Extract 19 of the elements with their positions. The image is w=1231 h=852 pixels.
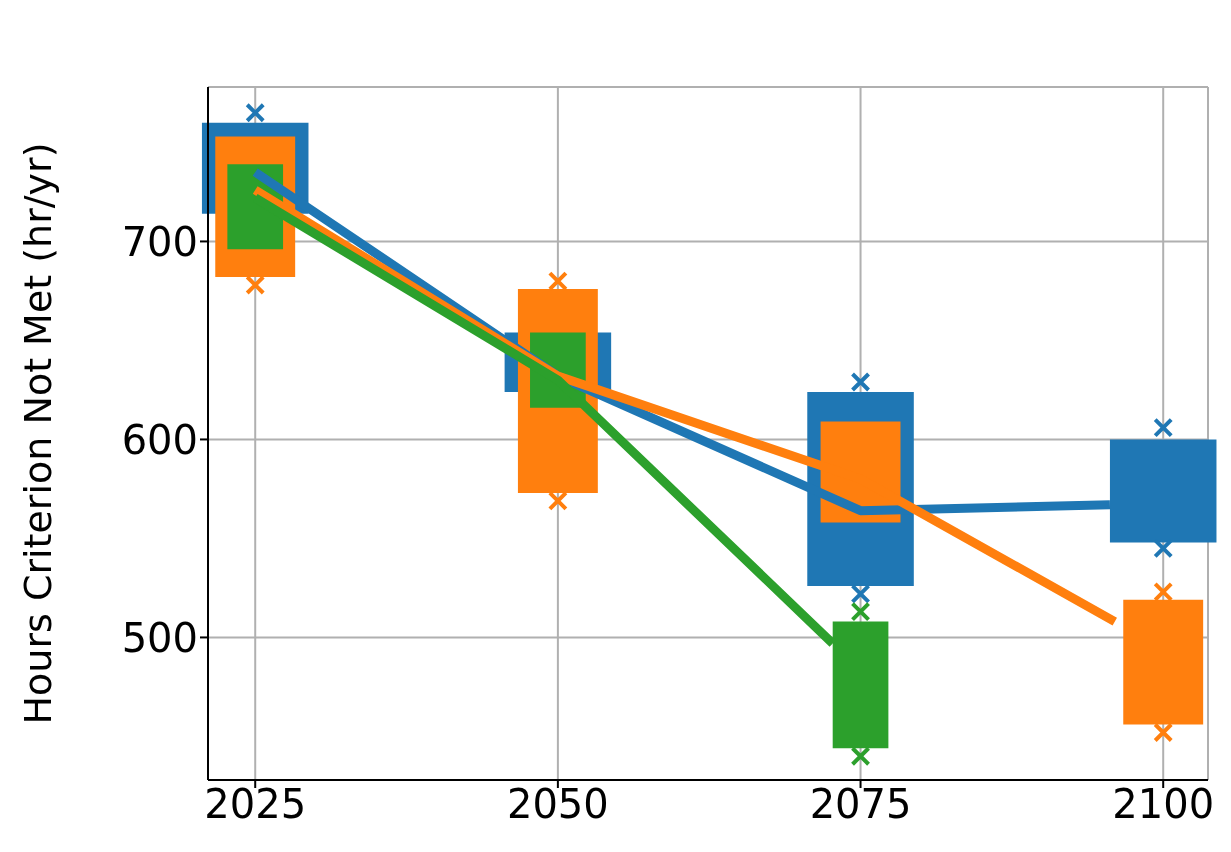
x-tick-label: 2025 [204,781,307,828]
point [245,275,266,295]
point [850,601,871,622]
y-tick-label: 500 [121,614,198,661]
x-tick-label: 2100 [1112,781,1215,828]
point [1153,581,1174,602]
x-tick-label: 2075 [809,781,912,828]
y-axis-title: Hours Criterion Not Met (hr/yr) [16,142,61,725]
point [1153,722,1174,743]
point [850,583,871,604]
point [850,746,871,767]
y-tick-label: 700 [121,218,198,265]
point [245,102,266,123]
point [547,271,568,292]
y-tick-label: 600 [121,416,198,463]
point [547,490,568,511]
x-tick-label: 2050 [506,781,609,828]
point [850,372,871,393]
point [1153,417,1174,438]
